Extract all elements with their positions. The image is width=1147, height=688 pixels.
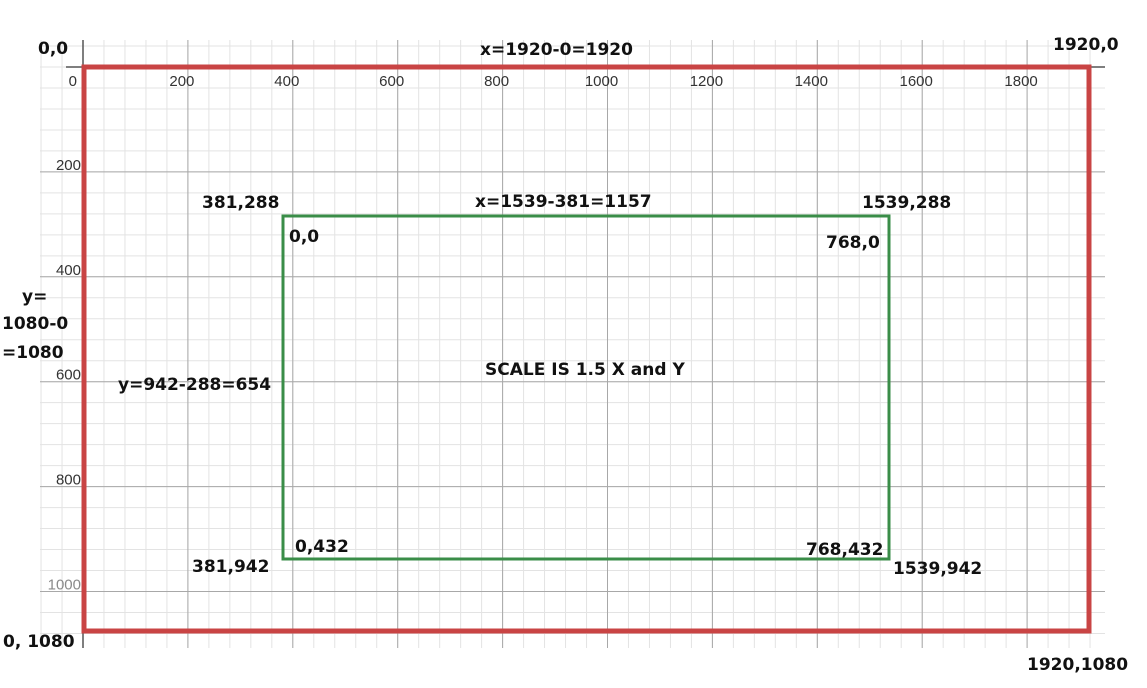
grid-major-lines — [40, 40, 1105, 648]
x-tick-label: 1400 — [795, 73, 828, 90]
inner-window-rectangle — [281, 214, 891, 561]
inner-top-left-screen-label: 381,288 — [202, 193, 279, 213]
outer-screen-rectangle — [81, 64, 1092, 634]
x-tick-label: 800 — [484, 73, 509, 90]
x-tick-label: 600 — [379, 73, 404, 90]
inner-top-left-local-label: 0,0 — [289, 227, 319, 247]
x-tick-label: 1800 — [1004, 73, 1037, 90]
y-axis-tick-labels: 200 400 600 800 1000 — [48, 157, 81, 594]
x-tick-label: 400 — [274, 73, 299, 90]
outer-bottom-left-label: 0, 1080 — [3, 632, 75, 652]
inner-width-label: x=1539-381=1157 — [475, 192, 652, 212]
outer-height-label-line1: y= — [22, 287, 47, 307]
scale-note: SCALE IS 1.5 X and Y — [485, 360, 685, 380]
x-axis-tick-labels: 0 200 400 600 800 1000 1200 1400 1600 1800 — [69, 73, 1038, 90]
inner-bottom-left-local-label: 0,432 — [295, 537, 349, 557]
outer-top-left-label: 0,0 — [38, 39, 68, 59]
y-tick-label: 200 — [56, 157, 81, 174]
outer-bottom-right-label: 1920,1080 — [1027, 655, 1128, 675]
inner-bottom-right-local-label: 768,432 — [806, 540, 883, 560]
y-tick-label: 1000 — [48, 577, 81, 594]
x-tick-label: 0 — [69, 73, 77, 90]
y-tick-label: 400 — [56, 262, 81, 279]
outer-width-label: x=1920-0=1920 — [480, 40, 633, 60]
y-tick-label: 800 — [56, 472, 81, 489]
inner-bottom-left-screen-label: 381,942 — [192, 557, 269, 577]
outer-top-right-label: 1920,0 — [1053, 35, 1119, 55]
inner-bottom-right-screen-label: 1539,942 — [893, 559, 982, 579]
y-tick-label: 600 — [56, 367, 81, 384]
inner-height-label: y=942-288=654 — [118, 375, 271, 395]
x-tick-label: 1000 — [585, 73, 618, 90]
x-tick-label: 1600 — [900, 73, 933, 90]
inner-top-right-local-label: 768,0 — [826, 233, 880, 253]
outer-height-label-line3: =1080 — [2, 343, 64, 363]
outer-height-label-line2: 1080-0 — [2, 314, 68, 334]
inner-top-right-screen-label: 1539,288 — [862, 193, 951, 213]
x-tick-label: 200 — [169, 73, 194, 90]
x-tick-label: 1200 — [690, 73, 723, 90]
